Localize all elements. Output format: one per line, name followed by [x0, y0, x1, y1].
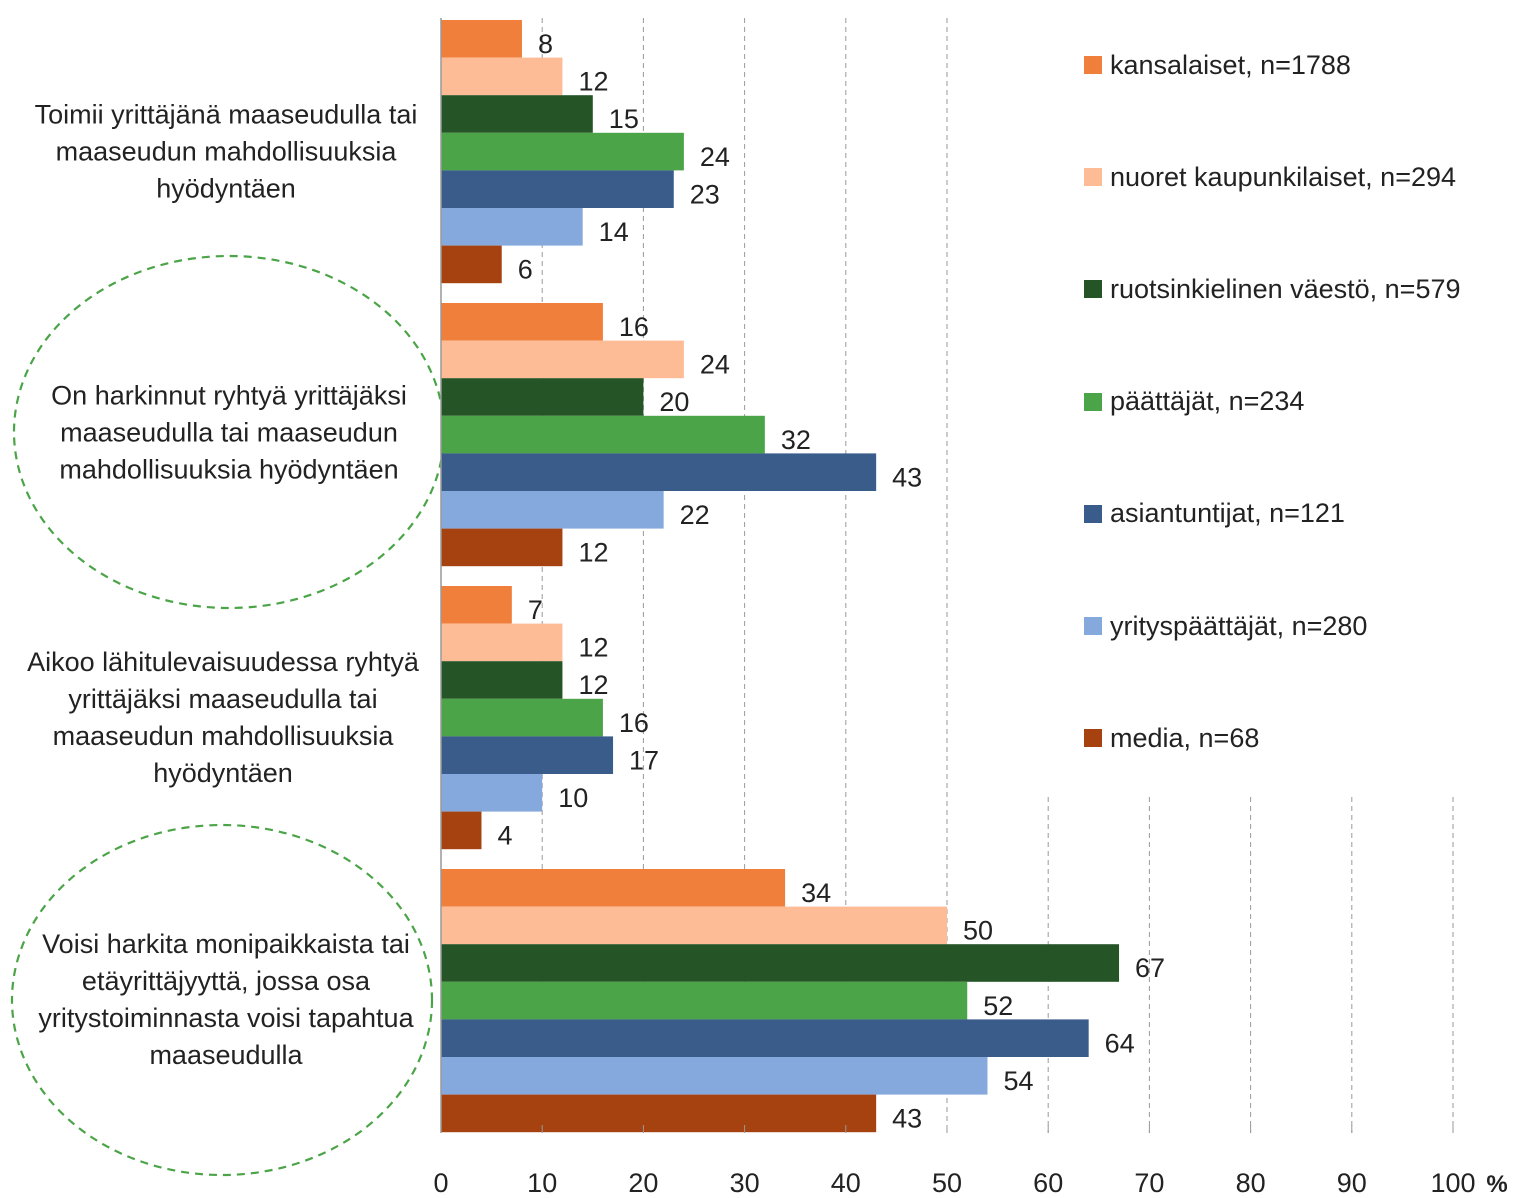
bar-value-label: 52 [983, 991, 1013, 1021]
bar-value-label: 34 [801, 878, 831, 908]
bar-value-label: 16 [619, 312, 649, 342]
bar [441, 1019, 1089, 1057]
bars: 8121524231461624203243221271212161710434… [441, 20, 1165, 1134]
category-label: Aikoo lähitulevaisuudessa ryhtyä yrittäj… [27, 647, 419, 788]
legend-swatch [1084, 56, 1102, 74]
x-tick-label: 0 [433, 1168, 448, 1198]
bar [441, 170, 674, 208]
bar-value-label: 23 [690, 179, 720, 209]
legend-item: asiantuntijat, n=121 [1084, 494, 1345, 534]
x-tick-label: 70 [1134, 1168, 1164, 1198]
bar [441, 132, 684, 171]
bar-value-label: 6 [518, 255, 533, 285]
bar [441, 906, 947, 945]
legend-item: päättäjät, n=234 [1084, 382, 1304, 422]
legend-swatch [1084, 392, 1102, 411]
bar-value-label: 12 [578, 67, 608, 97]
bar [441, 869, 786, 907]
x-tick-label: 30 [730, 1168, 760, 1198]
category-label: On harkinnut ryhtyä yrittäjäksi maaseudu… [51, 380, 407, 485]
bar-value-label: 7 [528, 595, 543, 625]
legend-label: päättäjät, n=234 [1110, 386, 1305, 417]
bar [441, 1057, 988, 1095]
legend-item: kansalaiset, n=1788 [1084, 45, 1351, 85]
bar [441, 736, 614, 774]
legend-label: media, n=68 [1110, 722, 1260, 753]
bar-value-label: 4 [497, 821, 512, 851]
legend-item: yrityspäättäjät, n=280 [1084, 606, 1367, 646]
bar-value-label: 8 [538, 29, 553, 59]
bar [441, 811, 482, 850]
bar [441, 586, 512, 624]
legend-label: asiantuntijat, n=121 [1110, 498, 1345, 529]
bar-value-label: 54 [1003, 1066, 1033, 1096]
legend-item: media, n=68 [1084, 718, 1259, 758]
bar [441, 20, 522, 58]
bar [441, 981, 968, 1020]
bar-value-label: 50 [963, 916, 993, 946]
x-tick-label: 20 [628, 1168, 658, 1198]
bar [441, 340, 684, 379]
x-tick-label: 80 [1236, 1168, 1266, 1198]
x-unit-label: % [1486, 1171, 1507, 1198]
bar-value-label: 17 [629, 745, 659, 775]
bar [441, 57, 563, 96]
bar [441, 95, 593, 133]
bar [441, 1094, 877, 1133]
bar-value-label: 32 [781, 425, 811, 455]
bar [441, 661, 563, 699]
legend-item: ruotsinkielinen väestö, n=579 [1084, 269, 1461, 309]
legend-swatch [1084, 168, 1102, 187]
x-tick-label: 50 [932, 1168, 962, 1198]
legend-label: kansalaiset, n=1788 [1110, 49, 1351, 80]
bar-value-label: 12 [578, 670, 608, 700]
category-label: Toimii yrittäjänä maaseudulla tai maaseu… [34, 99, 418, 204]
legend-item: nuoret kaupunkilaiset, n=294 [1084, 157, 1456, 197]
bar [441, 623, 563, 662]
x-tick-label: 60 [1033, 1168, 1063, 1198]
bar-value-label: 24 [700, 142, 730, 172]
bar [441, 208, 583, 246]
highlight-ellipse [10, 823, 434, 1177]
bar-value-label: 14 [599, 217, 629, 247]
bar-value-label: 67 [1135, 953, 1165, 983]
bar [441, 378, 644, 416]
bar [441, 944, 1120, 982]
x-tick-label: 90 [1337, 1168, 1367, 1198]
bar-value-label: 16 [619, 708, 649, 738]
bar-value-label: 64 [1105, 1028, 1135, 1058]
x-tick-label: 10 [527, 1168, 557, 1198]
legend-swatch [1084, 617, 1102, 635]
legend-label: yrityspäättäjät, n=280 [1110, 610, 1368, 641]
bar-value-label: 12 [578, 538, 608, 568]
bar [441, 453, 877, 491]
bar [441, 303, 603, 341]
bar [441, 491, 664, 529]
bar [441, 528, 563, 567]
x-axis: 0 10 20 30 40 50 60 70 80 90 100% [433, 18, 1508, 1198]
bar-value-label: 10 [558, 783, 588, 813]
bar [441, 245, 502, 284]
x-tick-label: 40 [831, 1168, 861, 1198]
bar [441, 698, 603, 737]
legend-swatch [1084, 729, 1102, 748]
legend-label: nuoret kaupunkilaiset, n=294 [1110, 161, 1457, 192]
bar [441, 774, 543, 812]
legend-swatch [1084, 280, 1102, 299]
bar-value-label: 15 [609, 104, 639, 134]
x-tick-label: 100 [1430, 1168, 1475, 1198]
bar-value-label: 43 [892, 1104, 922, 1134]
bar-value-label: 24 [700, 350, 730, 380]
category-label: Voisi harkita monipaikkaista tai etäyrit… [38, 929, 414, 1070]
bar-value-label: 12 [578, 633, 608, 663]
bar [441, 415, 765, 454]
bar-value-label: 20 [659, 387, 689, 417]
legend-swatch [1084, 504, 1102, 523]
bar-value-label: 43 [892, 462, 922, 492]
legend-label: ruotsinkielinen väestö, n=579 [1110, 273, 1461, 304]
bar-value-label: 22 [680, 500, 710, 530]
